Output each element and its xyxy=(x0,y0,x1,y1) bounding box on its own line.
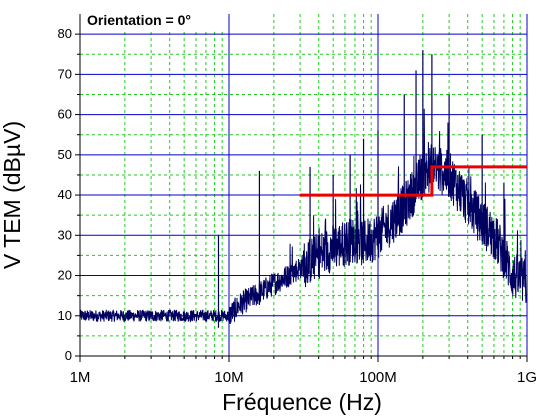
x-tick-label: 10M xyxy=(214,369,243,386)
y-tick-label: 60 xyxy=(58,107,72,122)
ticks: 0 10 20 30 40 50 60 70 80 1M 10M 100M 1G xyxy=(58,26,537,386)
title-box-bg xyxy=(81,7,229,32)
y-tick-label: 0 xyxy=(65,348,72,363)
y-tick-label: 20 xyxy=(58,268,72,283)
y-tick-label: 80 xyxy=(58,26,72,41)
x-tick-label: 1M xyxy=(70,369,91,386)
series-layer xyxy=(79,50,528,328)
limit-layer xyxy=(300,165,527,197)
y-tick-label: 30 xyxy=(58,227,72,242)
y-tick-label: 50 xyxy=(58,147,72,162)
axes xyxy=(79,14,527,357)
title-box: Orientation = 0° xyxy=(81,7,229,32)
grid xyxy=(79,14,528,357)
x-tick-label: 1G xyxy=(517,369,537,386)
limit-line xyxy=(300,165,527,197)
emission-trace xyxy=(79,108,528,325)
y-tick-label: 70 xyxy=(58,66,72,81)
y-tick-label: 40 xyxy=(58,187,72,202)
y-axis-label: V TEM (dBµV) xyxy=(0,121,25,269)
x-tick-label: 100M xyxy=(359,369,397,386)
x-axis-label: Fréquence (Hz) xyxy=(222,389,382,415)
chart-title: Orientation = 0° xyxy=(87,12,191,28)
y-tick-label: 10 xyxy=(58,308,72,323)
